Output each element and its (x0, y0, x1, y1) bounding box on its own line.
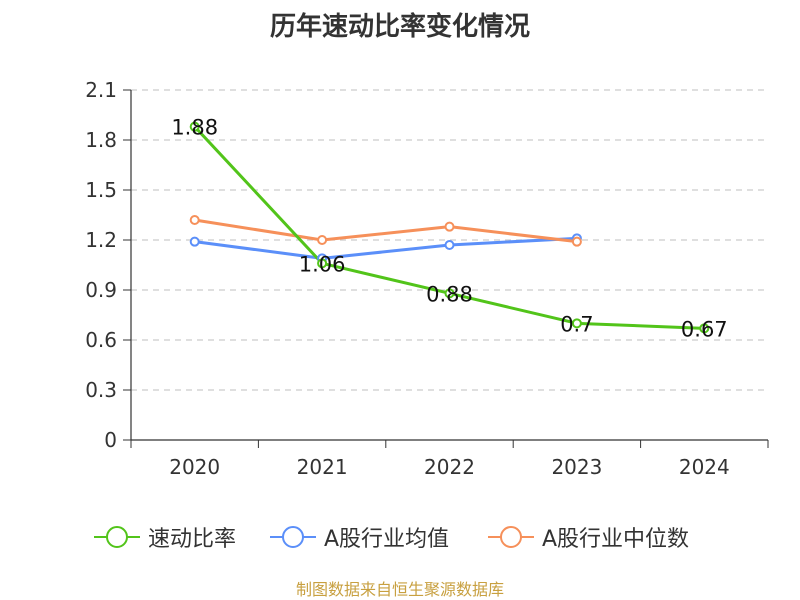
y-tick-label-4: 1.2 (85, 228, 117, 252)
x-tick-label-2021: 2021 (297, 455, 348, 479)
point-series-3-2023 (571, 236, 582, 247)
legend-item-series-2[interactable]: A股行业均值 (268, 520, 449, 554)
legend-series-3-label: A股行业中位数 (542, 527, 690, 552)
data-label-2020: 1.88 (171, 116, 218, 140)
y-tick-label-5: 1.5 (85, 178, 117, 202)
data-label-2023: 0.7 (560, 312, 593, 336)
y-tick-label-6: 1.8 (85, 128, 117, 152)
x-tick-label-2020: 2020 (169, 455, 220, 479)
line-chart: 00.30.60.91.21.51.82.1 2020 2021 2022 2023 2… (85, 78, 769, 479)
point-series-3-2022 (444, 221, 455, 232)
point-series-1-2024 (699, 323, 710, 334)
series-line-2 (194, 236, 577, 260)
data-label-2024: 0.67 (681, 317, 728, 341)
x-tick-label-2022: 2022 (424, 455, 475, 479)
data-labels: 1.88 1.06 0.88 0.7 0.67 (171, 116, 727, 342)
legend-series-2-icon (270, 526, 316, 548)
legend-series-3-icon (488, 526, 534, 548)
chart-title: 历年速动比率变化情况 (269, 12, 530, 42)
point-series-2-2020 (189, 236, 200, 247)
y-tick-label-7: 2.1 (85, 78, 117, 102)
y-tick-label-1: 0.3 (85, 378, 117, 402)
y-tick-label-0: 0 (104, 428, 117, 452)
y-tick-label-3: 0.9 (85, 278, 117, 302)
series-points (189, 121, 710, 334)
legend-item-series-3[interactable]: A股行业中位数 (486, 520, 689, 554)
y-axis-ticks: 0 0.3 0.6 0.9 1.2 1.5 1.8 2.1 (85, 78, 131, 452)
x-axis-ticks: 2020 2021 2022 2023 2024 (130, 440, 769, 479)
legend-item-series-1[interactable]: 速动比率 (92, 520, 236, 554)
point-series-1-2023 (571, 318, 582, 329)
axes (130, 90, 768, 441)
source-note: 制图数据来自恒生聚源数据库 (295, 580, 504, 599)
data-label-2021: 1.06 (299, 252, 346, 276)
legend-series-1-label: 速动比率 (148, 527, 237, 552)
x-tick-label-2024: 2024 (679, 455, 730, 479)
point-series-3-2020 (189, 215, 200, 225)
x-tick-label-2023: 2023 (551, 455, 602, 479)
gridlines (131, 89, 768, 391)
data-label-2022: 0.88 (426, 282, 473, 306)
point-series-1-2020 (189, 121, 200, 132)
point-series-1-2021 (317, 258, 328, 269)
point-series-1-2022 (444, 288, 455, 299)
legend: 速动比率 A股行业均值 A股行业中位数 (0, 520, 800, 554)
point-series-2-2022 (444, 240, 455, 250)
legend-series-1-icon (94, 526, 140, 548)
series-line-3 (194, 218, 578, 244)
y-tick-label-2: 0.6 (85, 328, 117, 352)
point-series-3-2021 (317, 235, 328, 245)
legend-series-2-label: A股行业均值 (324, 527, 450, 552)
